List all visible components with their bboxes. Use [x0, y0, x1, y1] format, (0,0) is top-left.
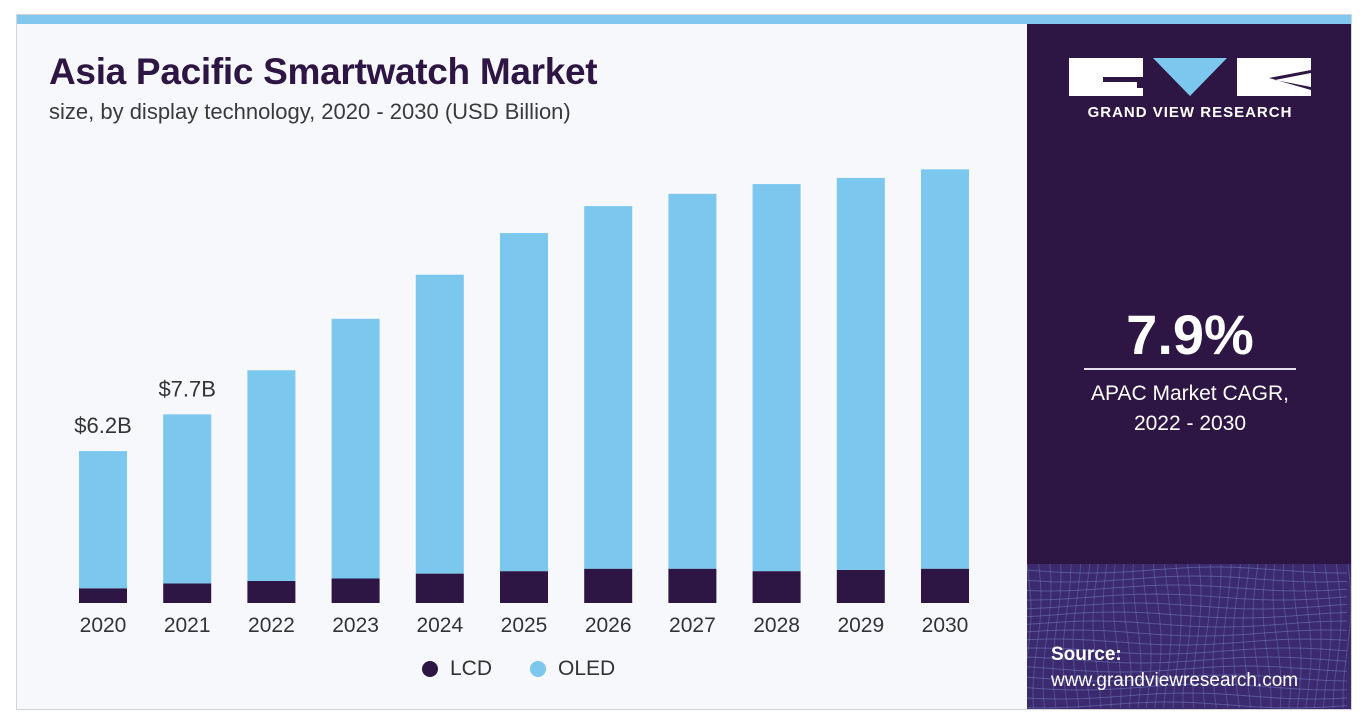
legend-swatch-lcd [422, 661, 438, 677]
x-tick-label-2020: 2020 [80, 614, 127, 637]
bar-oled-2029 [836, 177, 885, 570]
bar-lcd-2020 [79, 588, 127, 603]
x-tick-label-2025: 2025 [501, 614, 548, 637]
cagr-divider [1084, 368, 1296, 370]
legend-label-lcd: LCD [450, 657, 493, 680]
bar-oled-2021 [163, 414, 212, 584]
bar-oled-2023 [331, 318, 380, 579]
data-label-2020: $6.2B [74, 413, 132, 438]
legend-label-oled: OLED [558, 657, 616, 680]
legend-item-lcd: LCD [422, 657, 492, 681]
grand-view-research-logo [1069, 58, 1311, 96]
x-tick-label-2021: 2021 [164, 614, 211, 637]
bar-oled-2025 [500, 233, 548, 572]
brand-name: GRAND VIEW RESEARCH [1087, 104, 1293, 121]
data-label-2021: $7.7B [158, 376, 216, 401]
chart-subtitle: size, by display technology, 2020 - 2030… [49, 99, 571, 124]
bar-chart: 2020 2021 2022 2023 2024 2025 2026 2027 2028 2029… [74, 169, 969, 637]
x-tick-label-2027: 2027 [669, 614, 716, 637]
x-tick-label-2023: 2023 [332, 614, 379, 637]
bar-lcd-2027 [668, 568, 717, 603]
chart-legend: LCD OLED [422, 657, 653, 681]
bar-lcd-2025 [500, 571, 548, 603]
x-tick-label-2030: 2030 [922, 614, 969, 637]
cagr-caption: APAC Market CAGR, 2022 - 2030 [1027, 379, 1351, 439]
bar-lcd-2028 [752, 571, 801, 603]
legend-swatch-oled [530, 661, 547, 677]
chart-card: Asia Pacific Smartwatch Market size, by … [16, 14, 1352, 710]
bar-lcd-2023 [331, 578, 380, 603]
bar-oled-2020 [79, 451, 127, 589]
cagr-value: 7.9% [1126, 303, 1254, 366]
bar-lcd-2030 [921, 568, 969, 603]
bar-oled-2028 [752, 184, 801, 572]
bar-oled-2024 [415, 274, 464, 574]
source-note: Source: www.grandviewresearch.com [1051, 642, 1298, 694]
cagr-caption-line1: APAC Market CAGR, [1091, 382, 1289, 405]
bar-lcd-2021 [163, 583, 212, 603]
x-tick-label-2026: 2026 [585, 614, 632, 637]
x-tick-label-2028: 2028 [753, 614, 800, 637]
bar-oled-2022 [247, 370, 296, 581]
bar-lcd-2022 [247, 580, 296, 603]
bar-oled-2026 [584, 206, 633, 569]
source-url: www.grandviewresearch.com [1051, 670, 1299, 691]
x-tick-label-2022: 2022 [248, 614, 295, 637]
legend-item-oled: OLED [530, 657, 615, 681]
top-accent-stripe [17, 15, 1351, 24]
chart-title: Asia Pacific Smartwatch Market [49, 51, 598, 92]
info-sidebar: GRAND VIEW RESEARCH 7.9% APAC Market CAG… [1027, 24, 1351, 709]
decorative-mesh-pattern [1027, 564, 1351, 709]
source-label: Source: [1051, 644, 1122, 665]
bar-oled-2027 [668, 193, 717, 569]
bar-lcd-2024 [415, 573, 464, 603]
x-tick-label-2029: 2029 [837, 614, 884, 637]
bar-oled-2030 [921, 169, 969, 569]
bar-lcd-2026 [584, 568, 633, 603]
cagr-caption-line2: 2022 - 2030 [1133, 412, 1247, 435]
bar-lcd-2029 [836, 569, 885, 603]
x-tick-label-2024: 2024 [416, 614, 463, 637]
